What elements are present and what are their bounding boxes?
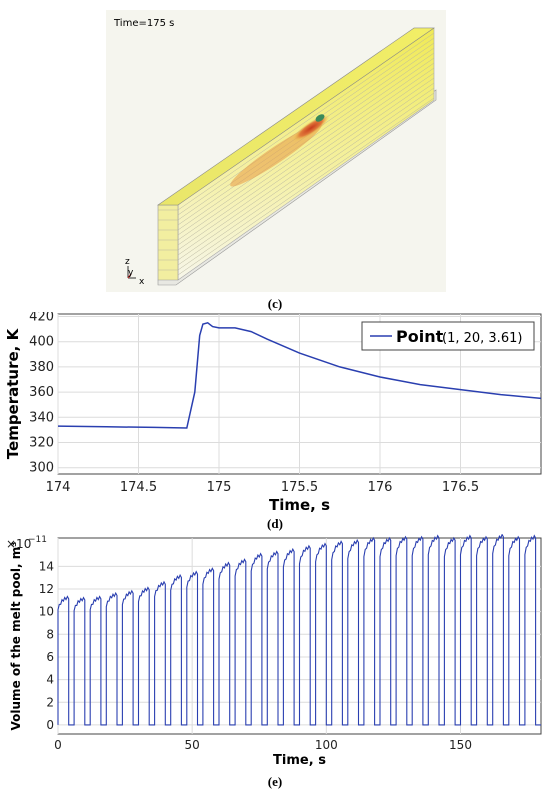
wall-end-face [157, 204, 179, 281]
y-tick-label: 340 [29, 410, 54, 425]
x-axis-label: Time, s [269, 496, 330, 514]
y-tick-label: 300 [29, 461, 54, 476]
x-tick-label: 100 [315, 738, 338, 752]
temperature-series-line [57, 321, 542, 429]
laser-spot [315, 114, 325, 122]
wall-top-face [157, 27, 435, 206]
y-tick-label: 10 [39, 605, 54, 619]
caption-c: (c) [267, 296, 283, 311]
y-tick-label: 6 [46, 650, 54, 664]
y-axis-label: Volume of the melt pool, m³ [9, 542, 23, 731]
y-tick-label: 12 [39, 582, 54, 596]
temperature-chart: 174 174.5 175 175.5 176 176.5 300 320 340 360 380 4… [4, 312, 542, 514]
y-tick-label: 360 [29, 385, 54, 400]
y-scale-exponent: −11 [28, 535, 47, 545]
melt-pool [292, 114, 330, 142]
legend-series-suffix: (1, 20, 3.61) [442, 331, 522, 346]
y-tick-label: 14 [39, 559, 54, 573]
simulation-time-label: Time=175 s [114, 18, 175, 29]
layer-lines [158, 32, 435, 276]
simulation-render-panel: Time=175 s [106, 10, 446, 292]
melt-pool-volume-line [57, 534, 542, 726]
x-tick-label: 50 [185, 738, 200, 752]
x-tick-label: 174.5 [120, 480, 157, 495]
x-tick-label: 174 [46, 480, 71, 495]
y-tick-label: 420 [29, 312, 54, 325]
triad-z-label: z [125, 257, 130, 267]
legend-series-name: Point [396, 327, 444, 346]
x-tick-label: 175 [207, 480, 232, 495]
triad-y-label: y [128, 268, 134, 278]
y-tick-label: 2 [46, 695, 54, 709]
caption-d: (d) [267, 516, 283, 531]
y-scale-label: ×10 [6, 537, 31, 551]
y-tick-label: 380 [29, 360, 54, 375]
caption-e: (e) [267, 774, 283, 789]
wall-side-face [177, 27, 435, 281]
y-tick-label: 400 [29, 335, 54, 350]
y-axis-label: Temperature, K [4, 327, 22, 459]
melt-pool-volume-chart: 0 50 100 150 0 2 4 6 8 10 12 14 ×10−11 Time, s Volume … [6, 534, 542, 768]
axis-triad: z y x [125, 257, 145, 287]
triad-x-label: x [139, 277, 145, 287]
x-tick-label: 175.5 [281, 480, 318, 495]
y-tick-label: 8 [46, 627, 54, 641]
x-tick-label: 176.5 [442, 480, 479, 495]
y-tick-label: 0 [46, 718, 54, 732]
x-axis-label: Time, s [273, 753, 326, 768]
y-tick-label: 4 [46, 673, 54, 687]
x-tick-label: 150 [449, 738, 472, 752]
x-tick-label: 176 [368, 480, 393, 495]
y-tick-label: 320 [29, 436, 54, 451]
x-tick-label: 0 [54, 738, 62, 752]
wall-model-render: z y x [125, 27, 437, 287]
